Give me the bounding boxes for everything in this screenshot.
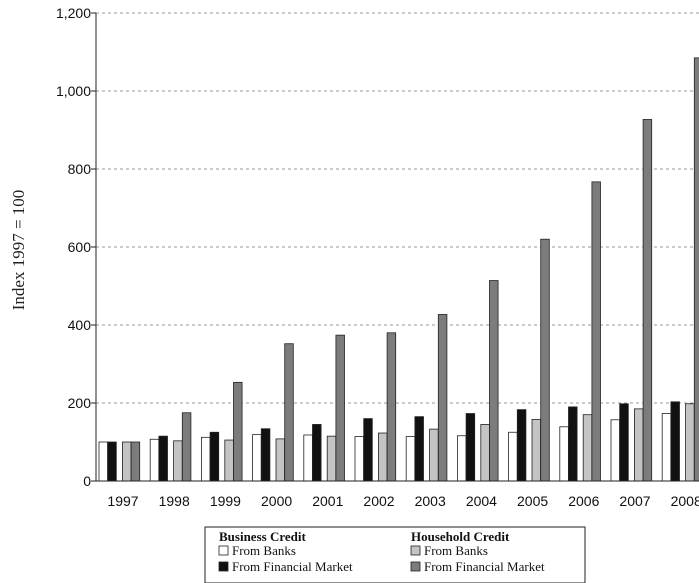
legend-label: From Financial Market <box>232 559 353 574</box>
bar <box>233 381 243 482</box>
bar <box>559 426 569 482</box>
legend-label: From Banks <box>424 543 488 558</box>
y-tick-label: 200 <box>68 395 92 411</box>
bar <box>149 438 160 482</box>
bar <box>312 424 322 482</box>
bar <box>685 403 695 482</box>
bar <box>335 334 345 482</box>
x-tick-labels: 1997 1998 1999 2000 2001 2002 2003 2004 2005 2006… <box>107 493 699 509</box>
bar <box>693 57 699 482</box>
y-tick-label: 600 <box>68 239 92 255</box>
bar <box>634 408 644 482</box>
x-tick-label: 2001 <box>312 493 343 509</box>
bar <box>377 432 388 482</box>
bar <box>122 441 132 482</box>
bar <box>661 413 672 482</box>
legend-group-title: Household Credit <box>411 529 510 544</box>
y-tick-labels: 0 200 400 600 800 1,000 1,200 <box>56 5 91 489</box>
axes <box>91 12 699 482</box>
bar <box>354 436 365 482</box>
bar <box>414 416 424 482</box>
y-tick-label: 800 <box>68 161 92 177</box>
bar <box>173 440 183 482</box>
bar <box>465 413 476 482</box>
bar <box>480 424 490 482</box>
bar <box>284 343 294 482</box>
bar <box>326 435 337 482</box>
x-tick-label: 1997 <box>107 493 138 509</box>
bar <box>429 428 439 482</box>
x-tick-label: 2006 <box>568 493 599 509</box>
legend-swatch <box>218 545 229 556</box>
bar <box>200 436 211 482</box>
legend-swatch <box>410 545 421 556</box>
gridlines <box>96 12 699 404</box>
bar <box>516 409 527 482</box>
bar <box>130 441 141 482</box>
legend-label: From Financial Market <box>424 559 545 574</box>
x-tick-label: 2007 <box>619 493 650 509</box>
bar <box>363 418 373 482</box>
bar <box>303 434 313 482</box>
bar <box>107 441 117 482</box>
bar <box>252 434 262 482</box>
bar <box>98 441 109 482</box>
x-tick-label: 2000 <box>261 493 292 509</box>
bar <box>405 436 416 482</box>
legend-swatch <box>410 561 421 572</box>
bar <box>456 435 467 482</box>
bar <box>386 332 397 482</box>
y-tick-label: 0 <box>83 473 91 489</box>
legend-label: From Banks <box>232 543 296 558</box>
bar <box>670 401 680 482</box>
bar <box>260 428 271 482</box>
bar <box>568 406 578 482</box>
bar <box>610 419 621 482</box>
y-tick-label: 1,200 <box>56 5 91 21</box>
bar <box>540 238 550 482</box>
bar <box>582 414 593 482</box>
x-tick-label: 2008 <box>671 493 699 509</box>
legend-box <box>204 526 586 583</box>
bar-series <box>98 57 699 482</box>
bar <box>531 418 542 482</box>
x-tick-label: 2004 <box>466 493 497 509</box>
x-tick-label: 2005 <box>517 493 548 509</box>
x-tick-label: 2003 <box>415 493 446 509</box>
bar <box>275 438 286 482</box>
x-tick-label: 1999 <box>210 493 241 509</box>
y-tick-label: 1,000 <box>56 83 91 99</box>
bar <box>642 119 653 482</box>
bar <box>224 439 234 482</box>
bar <box>489 280 499 482</box>
bar <box>181 412 192 482</box>
bar <box>437 314 448 482</box>
legend-swatch <box>218 561 229 572</box>
y-axis-label: Index 1997 = 100 <box>9 190 28 311</box>
bar <box>591 181 601 482</box>
x-tick-label: 2002 <box>363 493 394 509</box>
bar <box>158 435 168 482</box>
bar <box>209 431 220 482</box>
legend-group-title: Business Credit <box>219 529 306 544</box>
y-tick-label: 400 <box>68 317 92 333</box>
bar <box>508 431 518 482</box>
bar <box>619 403 629 482</box>
x-tick-label: 1998 <box>159 493 190 509</box>
